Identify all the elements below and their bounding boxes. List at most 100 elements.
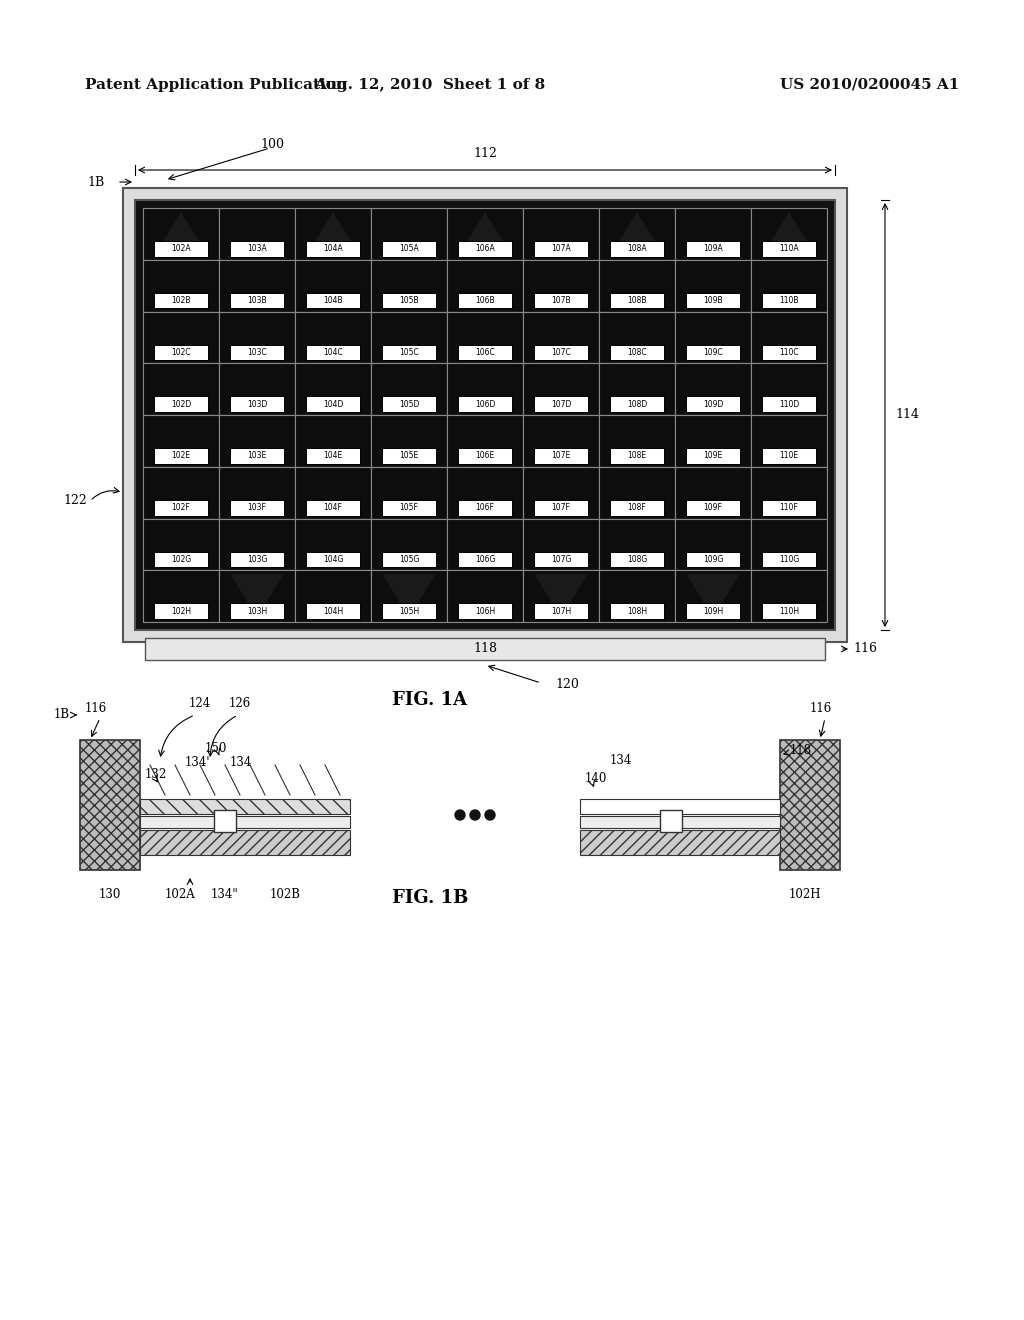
Text: 102A: 102A — [165, 888, 196, 902]
Bar — [371, 570, 447, 622]
Bar — [524, 313, 598, 362]
Bar — [449, 261, 522, 310]
Bar — [296, 364, 370, 414]
Bar — [220, 467, 294, 517]
Text: 122: 122 — [63, 495, 87, 507]
Bar — [154, 449, 208, 463]
Bar — [780, 741, 840, 870]
Bar — [371, 414, 447, 467]
Bar — [686, 345, 740, 360]
Bar — [371, 209, 447, 260]
Bar — [449, 520, 522, 569]
Bar — [296, 572, 370, 620]
Text: 104E: 104E — [324, 451, 343, 461]
Bar — [762, 242, 816, 257]
Bar — [609, 449, 665, 463]
Bar — [534, 500, 589, 516]
Bar — [458, 242, 512, 257]
Bar — [609, 293, 665, 309]
Bar — [523, 260, 599, 312]
Bar — [143, 414, 219, 467]
Bar — [686, 500, 740, 516]
Bar — [371, 363, 447, 414]
Bar — [305, 603, 360, 619]
Bar — [449, 364, 522, 414]
Bar — [229, 396, 285, 412]
Bar — [580, 799, 780, 814]
Bar — [675, 414, 751, 467]
Bar — [762, 552, 816, 568]
Bar — [220, 261, 294, 310]
Bar — [752, 313, 826, 362]
Text: FIG. 1A: FIG. 1A — [392, 690, 468, 709]
Text: 116: 116 — [85, 702, 108, 715]
Bar — [600, 416, 674, 466]
Bar — [154, 293, 208, 309]
Bar — [524, 364, 598, 414]
Polygon shape — [306, 213, 359, 256]
Bar — [458, 345, 512, 360]
Bar — [523, 209, 599, 260]
Text: Aug. 12, 2010  Sheet 1 of 8: Aug. 12, 2010 Sheet 1 of 8 — [314, 78, 546, 92]
Bar — [295, 209, 371, 260]
Bar — [751, 414, 827, 467]
Bar — [296, 261, 370, 310]
Bar — [296, 520, 370, 569]
Bar — [305, 500, 360, 516]
Bar — [762, 396, 816, 412]
Bar — [751, 260, 827, 312]
Bar — [447, 519, 523, 570]
Bar — [295, 467, 371, 519]
Text: 106A: 106A — [475, 244, 495, 253]
Text: 108C: 108C — [627, 348, 647, 356]
Bar — [599, 209, 675, 260]
Bar — [220, 209, 294, 259]
Bar — [534, 242, 589, 257]
Bar — [447, 363, 523, 414]
Bar — [675, 209, 751, 260]
Text: 126: 126 — [229, 697, 251, 710]
Text: Patent Application Publication: Patent Application Publication — [85, 78, 347, 92]
Bar — [686, 552, 740, 568]
Bar — [305, 293, 360, 309]
Bar — [229, 552, 285, 568]
Bar — [660, 810, 682, 832]
Bar — [144, 572, 218, 620]
Polygon shape — [382, 574, 435, 618]
Bar — [676, 520, 750, 569]
Text: 116: 116 — [853, 643, 877, 656]
Bar — [600, 364, 674, 414]
Bar — [751, 363, 827, 414]
Text: 106B: 106B — [475, 296, 495, 305]
Bar — [382, 242, 436, 257]
Text: 106D: 106D — [475, 400, 496, 409]
Text: 134": 134" — [211, 888, 239, 902]
Bar — [676, 416, 750, 466]
Text: 105B: 105B — [399, 296, 419, 305]
Bar — [599, 312, 675, 363]
Text: 104C: 104C — [324, 348, 343, 356]
Bar — [752, 572, 826, 620]
Bar — [523, 414, 599, 467]
Circle shape — [455, 810, 465, 820]
Text: 102A: 102A — [171, 244, 190, 253]
Bar — [600, 467, 674, 517]
Bar — [382, 449, 436, 463]
Text: 118: 118 — [790, 743, 812, 756]
Text: 103A: 103A — [247, 244, 267, 253]
Text: 109C: 109C — [703, 348, 723, 356]
Text: 102H: 102H — [788, 888, 821, 902]
Bar — [675, 312, 751, 363]
Bar — [447, 312, 523, 363]
Bar — [295, 414, 371, 467]
Bar — [447, 467, 523, 519]
Text: 108G: 108G — [627, 554, 647, 564]
Bar — [609, 345, 665, 360]
Text: 104F: 104F — [324, 503, 342, 512]
Bar — [372, 313, 446, 362]
Text: 130: 130 — [98, 888, 121, 902]
Bar — [295, 363, 371, 414]
Bar — [154, 345, 208, 360]
Bar — [599, 363, 675, 414]
Text: 105A: 105A — [399, 244, 419, 253]
